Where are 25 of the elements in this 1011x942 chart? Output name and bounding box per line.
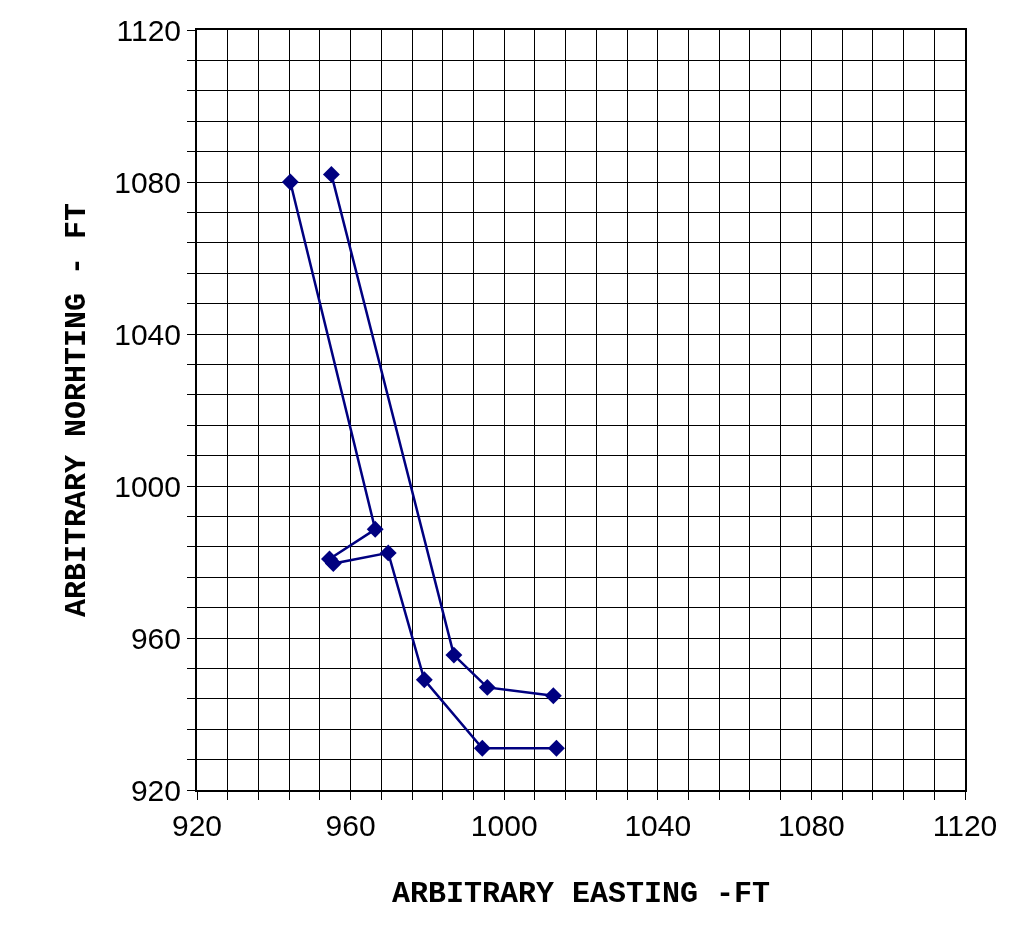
point xyxy=(379,544,397,562)
point xyxy=(547,739,565,757)
x-tick-label: 1080 xyxy=(778,809,845,842)
point xyxy=(324,555,342,572)
point xyxy=(473,739,491,757)
y-tick-label: 1120 xyxy=(116,13,181,47)
point xyxy=(415,671,433,689)
y-axis-title: ARBITRARY NORHTING - FT xyxy=(59,202,94,618)
x-tick-label: 1040 xyxy=(624,809,692,842)
y-tick-label: 960 xyxy=(130,621,181,655)
x-axis-title: ARBITRARY EASTING -FT xyxy=(391,877,771,911)
point xyxy=(366,520,384,538)
point xyxy=(281,173,299,191)
y-tick-label: 1000 xyxy=(114,469,181,503)
y-tick-label: 1040 xyxy=(114,317,181,351)
point xyxy=(478,678,496,696)
point xyxy=(445,646,463,664)
point xyxy=(544,687,562,705)
y-tick-label: 920 xyxy=(130,773,181,807)
x-tick-label: 920 xyxy=(171,809,223,842)
y-tick-label: 1080 xyxy=(114,165,181,199)
x-tick-label: 960 xyxy=(325,809,376,842)
x-tick-label: 1120 xyxy=(932,809,998,842)
x-tick-label: 1000 xyxy=(470,809,538,842)
point xyxy=(322,165,340,183)
